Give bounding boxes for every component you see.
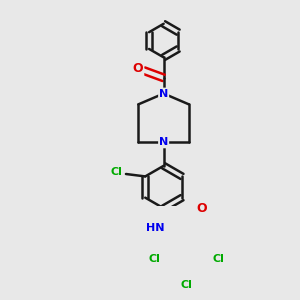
Text: HN: HN: [146, 223, 164, 233]
Text: N: N: [159, 88, 168, 98]
Text: Cl: Cl: [181, 280, 193, 290]
Text: N: N: [159, 137, 168, 147]
Text: O: O: [133, 62, 143, 75]
Text: Cl: Cl: [111, 167, 122, 177]
Text: Cl: Cl: [149, 254, 161, 264]
Text: O: O: [196, 202, 207, 214]
Text: Cl: Cl: [212, 254, 224, 264]
